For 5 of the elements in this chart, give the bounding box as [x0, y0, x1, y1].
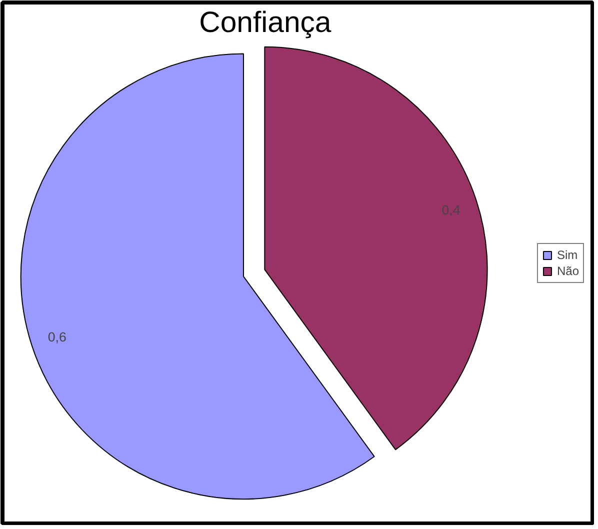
legend-label: Não: [556, 264, 579, 278]
data-label: 0,4: [442, 202, 461, 218]
data-label: 0,6: [48, 330, 66, 345]
chart-title: Confiança: [199, 6, 332, 39]
legend-label: Sim: [556, 248, 578, 262]
